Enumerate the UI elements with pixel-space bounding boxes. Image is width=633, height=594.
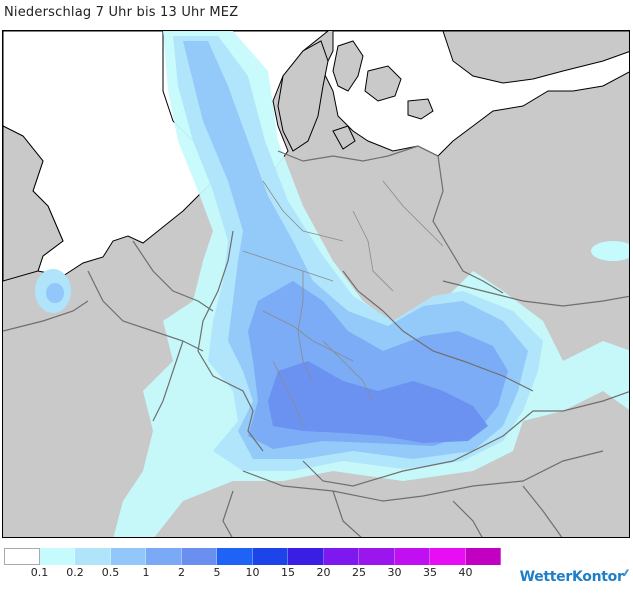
- legend-label: 0.2: [66, 566, 84, 579]
- legend-label: 35: [423, 566, 437, 579]
- map-title: Niederschlag 7 Uhr bis 13 Uhr MEZ: [4, 5, 239, 20]
- legend-label: 0.5: [101, 566, 120, 579]
- legend-swatch: [394, 548, 430, 565]
- uk-east: [3, 125, 64, 282]
- precipitation-overlay: [35, 31, 629, 537]
- legend-swatch: [252, 548, 288, 565]
- map-canvas: [3, 31, 629, 537]
- legend-swatch: [323, 548, 359, 565]
- legend-label: 2: [178, 566, 185, 579]
- denmark-islands: [332, 40, 434, 150]
- legend-label: 25: [352, 566, 366, 579]
- legend-label: 5: [213, 566, 221, 579]
- legend-swatch: [465, 548, 501, 565]
- legend-label: 0.1: [30, 566, 49, 579]
- legend-swatch: [181, 548, 217, 565]
- legend-swatch: [288, 548, 324, 565]
- legend-label: 40: [458, 566, 473, 579]
- legend-label: 20: [316, 566, 331, 579]
- legend-swatch: [217, 548, 253, 565]
- legend-swatch: [430, 548, 466, 565]
- precipitation-legend: 0.1 0.2 0.5 1 2 5 10 15 20 25 30 35 40: [4, 548, 501, 580]
- precipitation-map: [2, 30, 630, 538]
- brand-name: WetterKontor: [519, 569, 624, 585]
- legend-label: 30: [387, 566, 402, 579]
- wetterkontor-logo[interactable]: WetterKontor⁄⁄: [519, 569, 628, 585]
- legend-swatches: [4, 548, 501, 565]
- jutland: [277, 40, 329, 152]
- country-borders: [3, 145, 629, 537]
- legend-swatch: [75, 548, 111, 565]
- legend-swatch: [39, 548, 75, 565]
- legend-swatch: [359, 548, 395, 565]
- legend-label: 15: [281, 566, 295, 579]
- legend-label: 1: [142, 566, 150, 579]
- legend-swatch: [4, 548, 40, 565]
- logo-mark-icon: ⁄⁄: [624, 569, 628, 579]
- legend-labels: 0.1 0.2 0.5 1 2 5 10 15 20 25 30 35 40: [4, 566, 501, 580]
- sweden: [442, 31, 629, 84]
- legend-swatch: [110, 548, 146, 565]
- legend-label: 10: [245, 566, 260, 579]
- legend-swatch: [146, 548, 182, 565]
- state-borders: [242, 180, 444, 427]
